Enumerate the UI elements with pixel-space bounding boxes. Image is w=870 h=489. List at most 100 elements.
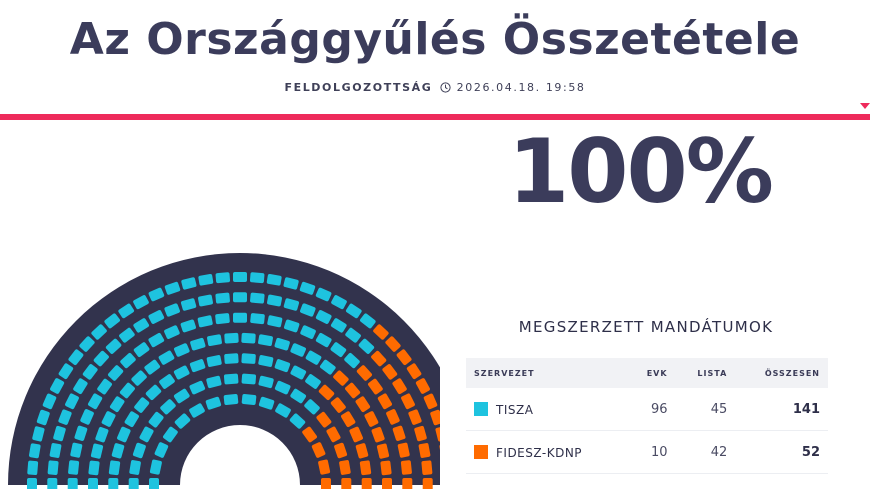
parliament-seat-chart [8,253,440,489]
col-header-lista: LISTA [675,358,736,388]
seat-fidesz-kdnp [302,426,317,443]
seat-tisza [290,343,306,357]
seat-fidesz-kdnp [339,460,351,475]
seat-tisza [241,393,257,406]
seat-tisza [249,272,265,284]
seat-tisza [119,327,135,343]
seat-tisza [93,350,109,367]
seat-tisza [131,370,147,386]
seat-fidesz-kdnp [355,396,371,413]
seat-tisza [68,460,80,475]
processing-percent: 100% [508,120,774,223]
seat-tisza [88,478,98,489]
seat-tisza [173,365,190,380]
seat-tisza [189,403,205,418]
seat-tisza [215,292,230,304]
seat-fidesz-kdnp [414,425,427,442]
seat-fidesz-kdnp [321,478,331,489]
seat-tisza [284,319,300,333]
seat-fidesz-kdnp [373,324,389,340]
seat-fidesz-kdnp [402,478,413,489]
seat-tisza [91,324,107,340]
seat-tisza [206,355,222,367]
total-cell: 141 [735,388,828,431]
seat-fidesz-kdnp [408,409,422,425]
seat-fidesz-kdnp [396,349,412,365]
seat-tisza [250,292,265,304]
seat-tisza [267,315,283,328]
seat-fidesz-kdnp [376,443,390,459]
seat-fidesz-kdnp [386,409,400,425]
seat-tisza [290,388,307,404]
seat-fidesz-kdnp [382,364,398,380]
seat-tisza [27,460,39,476]
seat-tisza [108,365,124,381]
party-cell: FIDESZ-KDNP [466,430,628,474]
seat-tisza [173,388,190,404]
seat-tisza [79,336,95,352]
seat-tisza [53,425,66,442]
seat-tisza [283,298,300,311]
seat-fidesz-kdnp [368,378,383,395]
seat-tisza [32,426,45,442]
seat-tisza [258,334,273,347]
seat-tisza [68,349,84,365]
clock-icon [439,82,451,96]
seat-tisza [124,411,139,428]
seat-tisza [164,281,181,295]
seat-fidesz-kdnp [316,411,332,428]
seat-fidesz-kdnp [355,443,369,459]
results-header-row: SZERVEZET EVK LISTA ÖSSZESEN [466,358,828,388]
seat-tisza [358,338,375,354]
col-header-evk: EVK [627,358,676,388]
seat-tisza [189,359,206,373]
seat-fidesz-kdnp [318,384,335,401]
seat-tisza [36,409,50,426]
seat-tisza [300,303,316,317]
seat-tisza [305,374,321,389]
seat-tisza [149,459,162,475]
seat-tisza [105,338,122,354]
seat-fidesz-kdnp [371,426,385,443]
seat-tisza [300,325,316,339]
party-name: TISZA [496,402,534,417]
parliament-arc-background [8,253,440,485]
seat-tisza [258,355,274,367]
seat-tisza [101,411,116,427]
seat-tisza [132,442,146,459]
seat-tisza [145,384,162,401]
seat-tisza [80,409,94,425]
seat-tisza [266,274,282,286]
seat-fidesz-kdnp [385,336,401,352]
seat-tisza [304,399,320,415]
seat-tisza [305,350,322,365]
party-color-swatch [474,401,488,416]
table-row: TISZA 96 45 141 [466,388,828,431]
seat-tisza [82,364,98,380]
seat-tisza [164,325,180,339]
seat-fidesz-kdnp [371,350,387,367]
seat-tisza [258,396,275,410]
seat-tisza [215,272,231,284]
party-color-swatch [474,444,488,459]
seat-fidesz-kdnp [380,460,392,476]
seat-tisza [215,313,230,325]
lista-cell: 45 [675,388,736,431]
seat-tisza [241,373,257,385]
seat-tisza [95,426,109,443]
seat-fidesz-kdnp [418,443,431,458]
seat-tisza [159,374,175,389]
seat-tisza [73,378,88,395]
header-divider [0,114,870,120]
seat-fidesz-kdnp [415,378,430,394]
seat-tisza [223,393,239,406]
seat-tisza [315,287,332,302]
seat-tisza [42,393,57,410]
seat-fidesz-kdnp [401,393,415,410]
processing-status: FELDOLGOZOTTSÁG 2026.04.18. 19:58 [0,81,870,96]
seat-tisza [164,303,180,317]
seat-tisza [315,310,332,324]
seat-fidesz-kdnp [377,393,392,410]
seat-tisza [224,332,239,344]
seat-fidesz-kdnp [397,442,410,458]
